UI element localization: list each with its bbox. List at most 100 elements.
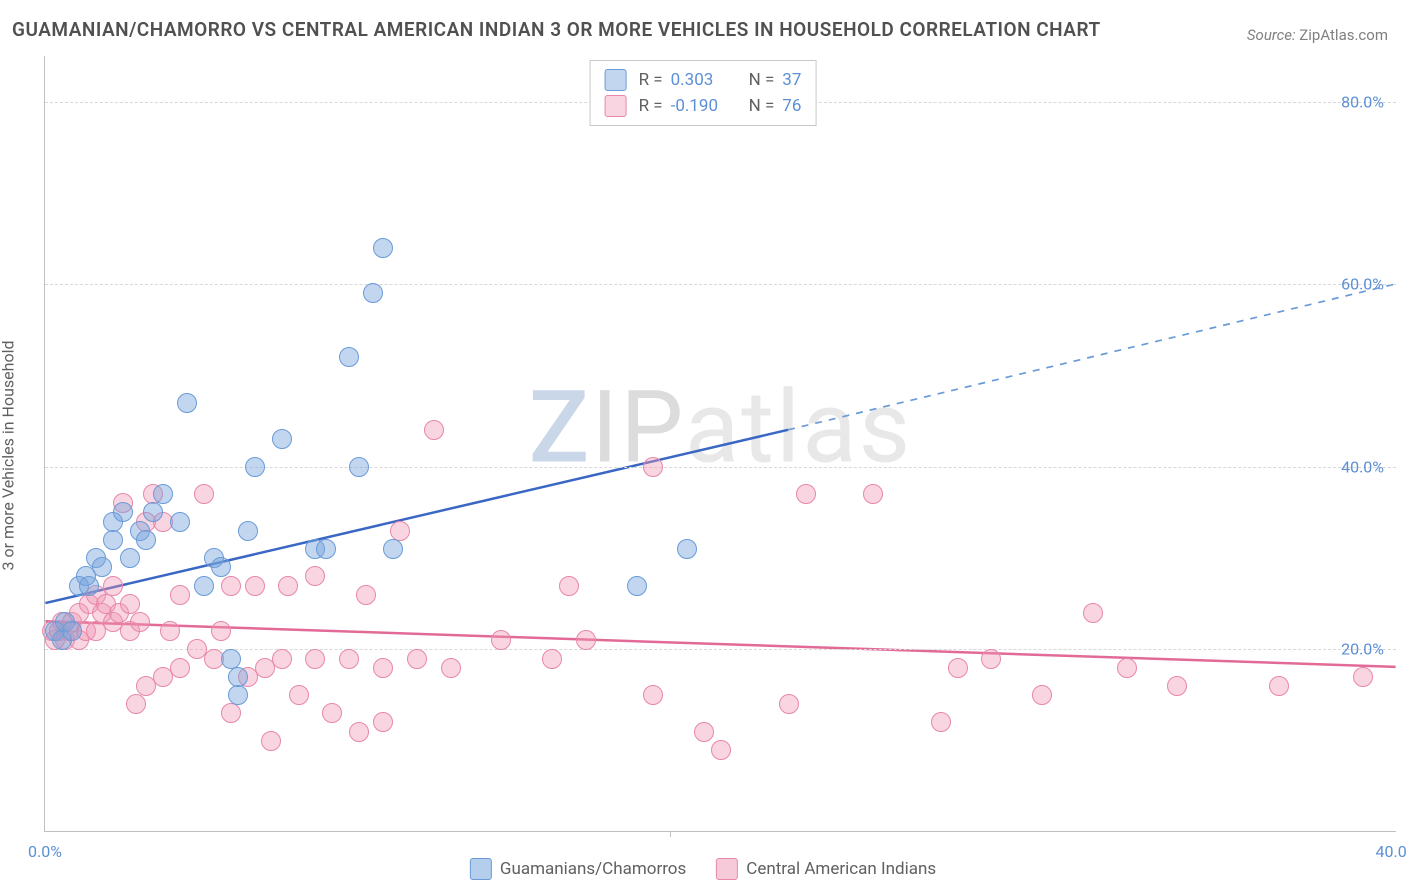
scatter-point — [424, 420, 444, 440]
legend-r-label: R = — [639, 70, 663, 90]
source-attribution: Source: ZipAtlas.com — [1247, 26, 1388, 44]
gridline-h — [45, 284, 1396, 285]
legend-r-label: R = — [639, 96, 663, 116]
scatter-point — [245, 457, 265, 477]
scatter-point — [796, 484, 816, 504]
scatter-point — [245, 576, 265, 596]
scatter-point — [278, 576, 298, 596]
scatter-point — [228, 667, 248, 687]
scatter-point — [272, 429, 292, 449]
scatter-point — [390, 521, 410, 541]
scatter-point — [373, 658, 393, 678]
scatter-point — [373, 238, 393, 258]
scatter-point — [79, 576, 99, 596]
legend-n-label: N = — [749, 70, 775, 90]
legend-swatch — [605, 69, 627, 91]
scatter-point — [694, 722, 714, 742]
scatter-point — [383, 539, 403, 559]
scatter-point — [153, 484, 173, 504]
scatter-point — [407, 649, 427, 669]
scatter-point — [103, 576, 123, 596]
scatter-point — [92, 557, 112, 577]
scatter-point — [228, 685, 248, 705]
scatter-point — [1083, 603, 1103, 623]
scatter-point — [305, 649, 325, 669]
scatter-point — [981, 649, 1001, 669]
legend-n-value: 37 — [782, 70, 801, 90]
scatter-point — [1269, 676, 1289, 696]
scatter-point — [316, 539, 336, 559]
y-tick-label: 80.0% — [1341, 92, 1384, 111]
legend-label: Central American Indians — [746, 859, 936, 879]
trendline-solid — [45, 621, 1395, 667]
scatter-point — [1032, 685, 1052, 705]
legend-swatch — [470, 858, 492, 880]
series-legend: Guamanians/Chamorros Central American Ind… — [470, 858, 936, 880]
scatter-point — [221, 649, 241, 669]
scatter-point — [136, 530, 156, 550]
scatter-point — [177, 393, 197, 413]
scatter-point — [542, 649, 562, 669]
y-axis-label: 3 or more Vehicles in Household — [0, 340, 18, 570]
x-tick-mark — [670, 831, 671, 837]
chart-title: GUAMANIAN/CHAMORRO VS CENTRAL AMERICAN I… — [12, 18, 1101, 41]
watermark: ZIPatlas — [529, 370, 913, 487]
scatter-point — [349, 722, 369, 742]
chart-plot-area: ZIPatlas 20.0%40.0%60.0%80.0%0.0%40.0% — [44, 56, 1396, 832]
legend-n-label: N = — [749, 96, 775, 116]
scatter-point — [363, 283, 383, 303]
scatter-point — [643, 457, 663, 477]
legend-r-value: -0.190 — [671, 96, 731, 116]
scatter-point — [339, 649, 359, 669]
scatter-point — [143, 502, 163, 522]
scatter-point — [160, 621, 180, 641]
scatter-point — [711, 740, 731, 760]
scatter-point — [677, 539, 697, 559]
scatter-point — [261, 731, 281, 751]
scatter-point — [373, 712, 393, 732]
scatter-point — [103, 530, 123, 550]
source-value: ZipAtlas.com — [1299, 26, 1388, 44]
legend-swatch — [716, 858, 738, 880]
legend-item: Guamanians/Chamorros — [470, 858, 686, 880]
scatter-point — [120, 594, 140, 614]
scatter-point — [238, 521, 258, 541]
scatter-point — [170, 512, 190, 532]
scatter-point — [931, 712, 951, 732]
scatter-point — [559, 576, 579, 596]
scatter-point — [948, 658, 968, 678]
legend-n-value: 76 — [782, 96, 801, 116]
watermark-ip: IP — [591, 370, 685, 487]
scatter-point — [126, 694, 146, 714]
scatter-point — [863, 484, 883, 504]
scatter-point — [627, 576, 647, 596]
watermark-z: Z — [529, 370, 591, 487]
scatter-point — [305, 566, 325, 586]
scatter-point — [211, 557, 231, 577]
scatter-point — [289, 685, 309, 705]
scatter-point — [130, 612, 150, 632]
scatter-point — [779, 694, 799, 714]
scatter-point — [211, 621, 231, 641]
scatter-point — [113, 502, 133, 522]
scatter-point — [170, 585, 190, 605]
scatter-point — [194, 576, 214, 596]
scatter-point — [1353, 667, 1373, 687]
trendlines-layer — [45, 56, 1396, 831]
gridline-h — [45, 649, 1396, 650]
scatter-point — [272, 649, 292, 669]
scatter-point — [221, 576, 241, 596]
scatter-point — [1117, 658, 1137, 678]
correlation-legend: R =0.303N =37R =-0.190N =76 — [590, 60, 817, 126]
scatter-point — [441, 658, 461, 678]
trendline-dashed — [788, 284, 1396, 430]
scatter-point — [491, 630, 511, 650]
scatter-point — [62, 621, 82, 641]
y-tick-label: 60.0% — [1341, 275, 1384, 294]
legend-row: R =0.303N =37 — [605, 67, 802, 93]
x-tick-label: 0.0% — [28, 842, 62, 861]
scatter-point — [349, 457, 369, 477]
legend-item: Central American Indians — [716, 858, 936, 880]
scatter-point — [1167, 676, 1187, 696]
y-tick-label: 40.0% — [1341, 457, 1384, 476]
